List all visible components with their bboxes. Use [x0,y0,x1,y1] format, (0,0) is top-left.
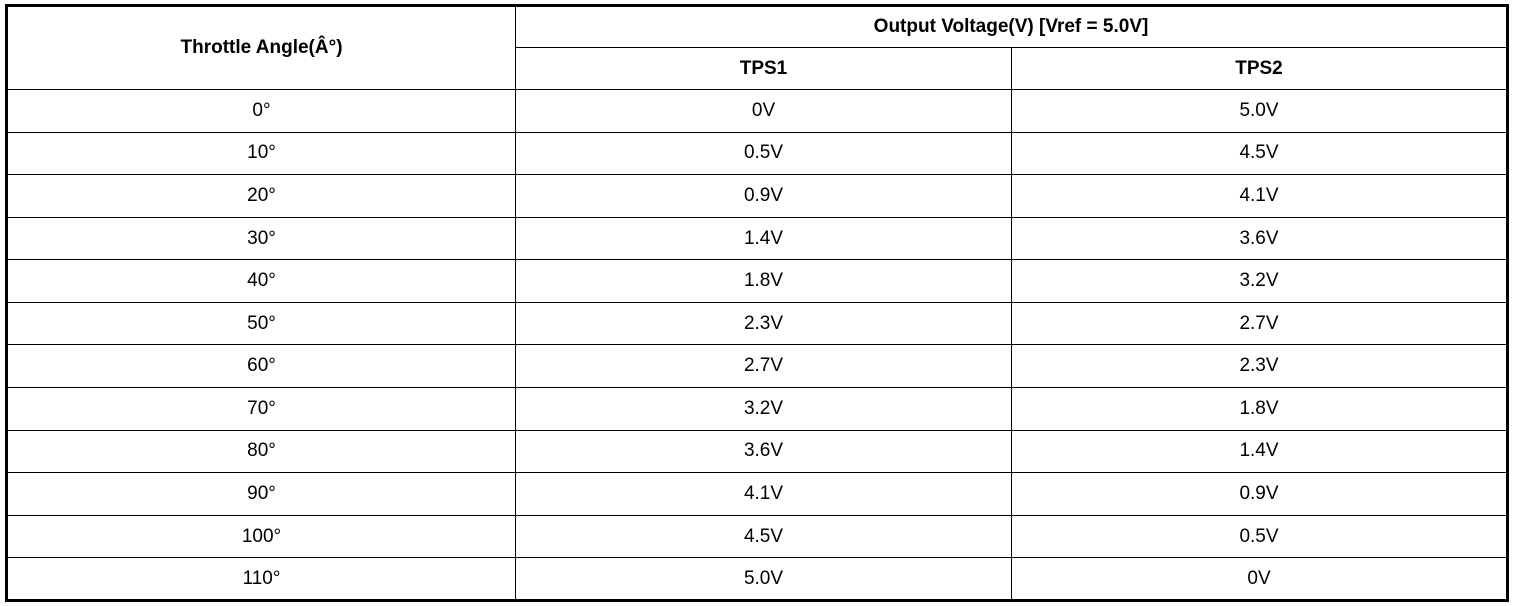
angle-cell: 90° [5,472,517,516]
tps2-cell: 2.7V [1011,301,1508,346]
table-row: 100° 4.5V 0.5V [5,514,1508,559]
header-row: Throttle Angle(Â°) Output Voltage(V) [Vr… [5,5,1508,90]
table-row: 40° 1.8V 3.2V [5,259,1508,303]
angle-cell: 40° [5,259,517,303]
tps2-cell: 0.5V [1011,514,1508,559]
table-row: 90° 4.1V 0.9V [5,472,1508,516]
table-row: 10° 0.5V 4.5V [5,131,1508,176]
table-row: 30° 1.4V 3.6V [5,216,1508,261]
angle-cell: 10° [5,131,517,176]
tps1-cell: 2.7V [515,344,1012,389]
tps1-cell: 1.8V [515,259,1012,303]
tps1-cell: 0.5V [515,131,1012,176]
angle-cell: 20° [5,174,517,218]
angle-cell: 80° [5,429,517,474]
angle-cell: 70° [5,387,517,431]
tps2-header: TPS2 [1011,47,1508,90]
tps1-cell: 1.4V [515,216,1012,261]
tps-voltage-table: Throttle Angle(Â°) Output Voltage(V) [Vr… [5,4,1509,602]
tps1-header: TPS1 [515,47,1012,90]
angle-cell: 30° [5,216,517,261]
table-row: 0° 0V 5.0V [5,89,1508,133]
angle-cell: 100° [5,514,517,559]
tps2-cell: 5.0V [1011,89,1508,133]
tps1-cell: 4.1V [515,472,1012,516]
angle-cell: 60° [5,344,517,389]
tps1-cell: 0V [515,89,1012,133]
tps1-cell: 3.2V [515,387,1012,431]
tps2-cell: 2.3V [1011,344,1508,389]
table-row: 110° 5.0V 0V [5,557,1508,601]
tps1-cell: 5.0V [515,557,1012,601]
tps2-cell: 0V [1011,557,1508,601]
tps1-cell: 3.6V [515,429,1012,474]
throttle-angle-header: Throttle Angle(Â°) [5,5,517,90]
tps2-cell: 1.8V [1011,387,1508,431]
output-voltage-header: Output Voltage(V) [Vref = 5.0V] [515,5,1508,48]
table-row: 80° 3.6V 1.4V [5,429,1508,474]
angle-cell: 50° [5,301,517,346]
tps2-cell: 4.1V [1011,174,1508,218]
tps1-cell: 4.5V [515,514,1012,559]
table-row: 50° 2.3V 2.7V [5,301,1508,346]
table-row: 20° 0.9V 4.1V [5,174,1508,218]
table-row: 70° 3.2V 1.8V [5,387,1508,431]
angle-cell: 0° [5,89,517,133]
tps2-cell: 3.2V [1011,259,1508,303]
tps2-cell: 4.5V [1011,131,1508,176]
tps2-cell: 3.6V [1011,216,1508,261]
tps1-cell: 2.3V [515,301,1012,346]
tps1-cell: 0.9V [515,174,1012,218]
tps2-cell: 1.4V [1011,429,1508,474]
angle-cell: 110° [5,557,517,601]
subheader-row: TPS1 TPS2 [7,47,1508,90]
table-row: 60° 2.7V 2.3V [5,344,1508,389]
tps2-cell: 0.9V [1011,472,1508,516]
